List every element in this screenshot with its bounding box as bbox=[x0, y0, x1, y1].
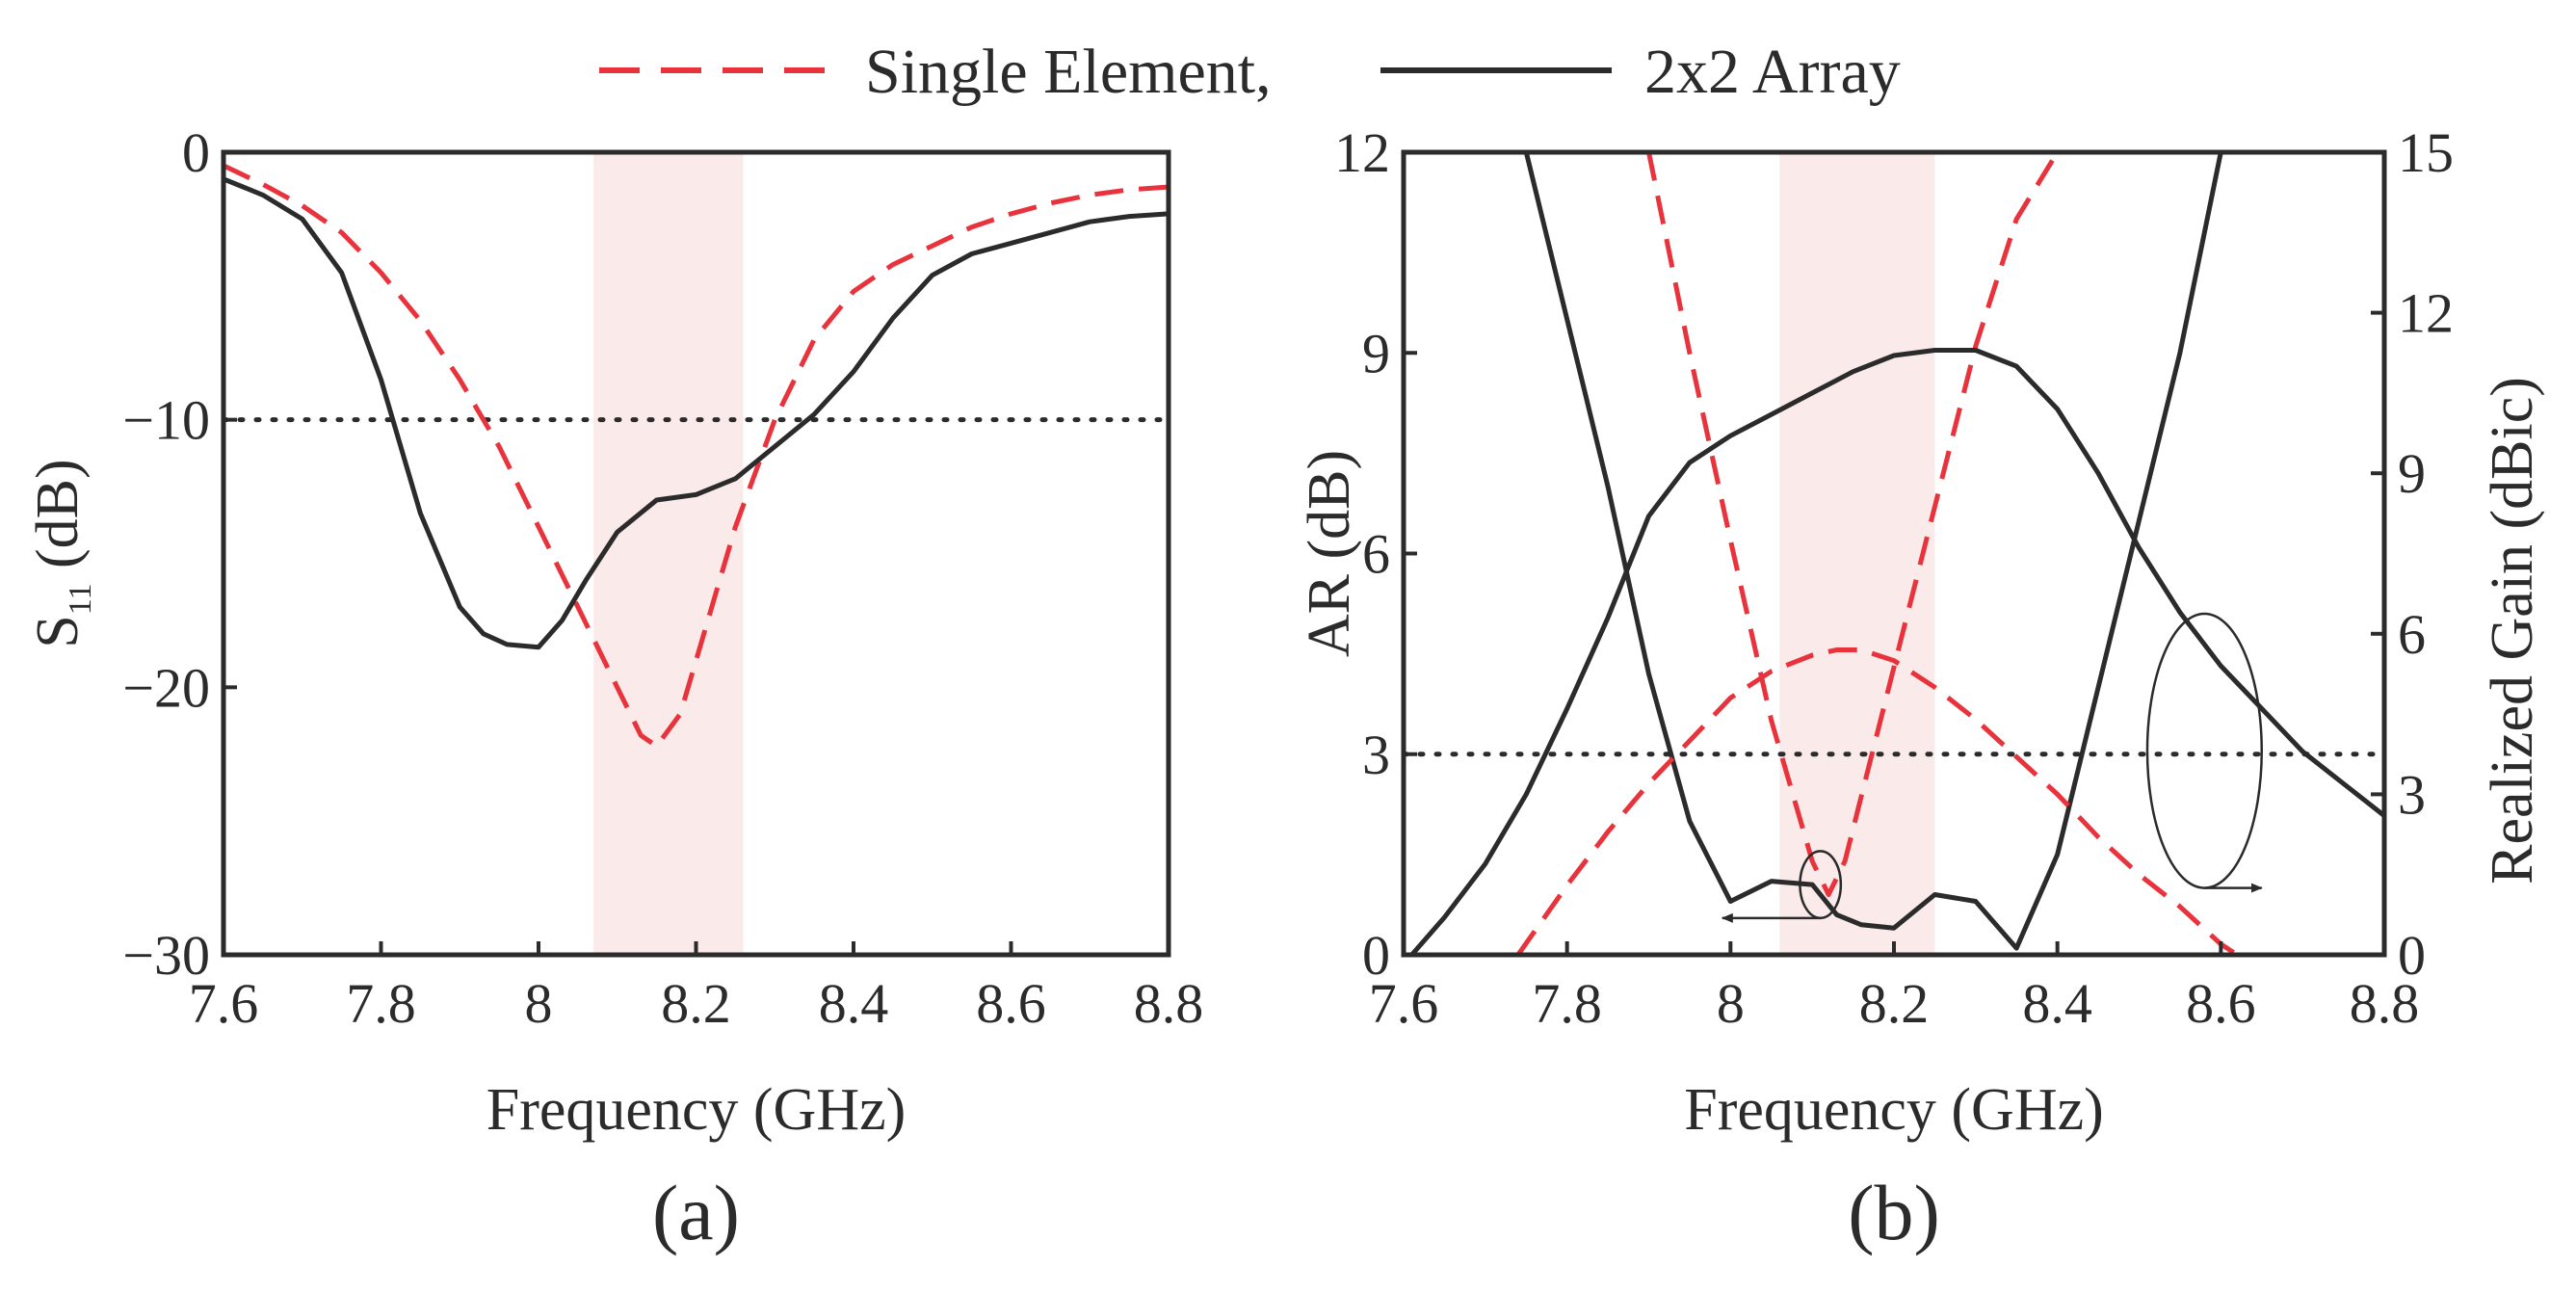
y2-tick-label: 15 bbox=[2398, 121, 2454, 184]
x-tick-label: 8.2 bbox=[1859, 972, 1930, 1035]
y2-tick-label: 6 bbox=[2398, 603, 2426, 666]
y-tick-label: 0 bbox=[1362, 924, 1390, 987]
x-tick-label: 7.6 bbox=[1369, 972, 1439, 1035]
y-axis-left-b: 0 3 6 9 12 bbox=[1334, 121, 1417, 987]
y-axis-label-a: S11 (dB) bbox=[25, 459, 98, 647]
series-single-element-ar bbox=[1646, 150, 2060, 897]
x-tick-label: 7.8 bbox=[1532, 972, 1602, 1035]
y2-tick-label: 0 bbox=[2398, 924, 2426, 987]
y-tick-label: 6 bbox=[1362, 523, 1390, 586]
series-2x2-array-gain bbox=[1409, 348, 2386, 957]
x-tick-label: 8.4 bbox=[819, 972, 889, 1035]
panel-label-a: (a) bbox=[652, 1169, 740, 1256]
x-tick-label: 7.6 bbox=[189, 972, 259, 1035]
annotation-ellipse-gain bbox=[2145, 612, 2264, 889]
x-tick-label: 7.8 bbox=[346, 972, 416, 1035]
y-tick-label: −30 bbox=[122, 924, 210, 987]
y-tick-label: 0 bbox=[182, 121, 210, 184]
panel-a-s11-chart: 7.6 7.8 8 8.2 8.4 8.6 8.8 0 −10 −20 −30 Frequency… bbox=[25, 121, 1203, 1256]
y-tick-label: 12 bbox=[1334, 121, 1390, 184]
x-tick-label: 8.2 bbox=[661, 972, 731, 1035]
y-axis-label-a-unit: (dB) bbox=[25, 459, 91, 583]
y2-tick-label: 9 bbox=[2398, 442, 2426, 505]
x-axis-b: 7.6 7.8 8 8.2 8.4 8.6 8.8 bbox=[1369, 941, 2420, 1035]
y-axis-label-b: AR (dB) bbox=[1297, 450, 1362, 657]
x-axis-a: 7.6 7.8 8 8.2 8.4 8.6 8.8 bbox=[189, 941, 1204, 1035]
series-single-element-gain bbox=[1515, 647, 2239, 958]
x-tick-label: 8 bbox=[525, 972, 553, 1035]
y-tick-label: 3 bbox=[1362, 724, 1390, 786]
legend-array-label: 2x2 Array bbox=[1644, 37, 1901, 107]
x-tick-label: 8.6 bbox=[976, 972, 1046, 1035]
panel-b-ar-gain-chart: 7.6 7.8 8 8.2 8.4 8.6 8.8 0 3 6 9 12 0 3 6 9 12 15 Freq… bbox=[1297, 121, 2545, 1256]
y-axis-label-a-main: S bbox=[25, 615, 91, 647]
x-tick-label: 8.6 bbox=[2186, 972, 2256, 1035]
x-tick-label: 8.4 bbox=[2022, 972, 2092, 1035]
y2-axis-label-b: Realized Gain (dBic) bbox=[2480, 377, 2545, 884]
panel-label-b: (b) bbox=[1848, 1169, 1940, 1256]
x-axis-label-b: Frequency (GHz) bbox=[1684, 1077, 2104, 1143]
y-tick-label: −20 bbox=[122, 656, 210, 719]
y-axis-a: 0 −10 −20 −30 bbox=[122, 121, 237, 987]
x-axis-label-a: Frequency (GHz) bbox=[486, 1077, 907, 1143]
legend-single-label: Single Element, bbox=[865, 37, 1272, 107]
y-tick-label: −10 bbox=[122, 389, 210, 452]
x-tick-label: 8.8 bbox=[1134, 972, 1204, 1035]
series-2x2-array-s11 bbox=[223, 176, 1170, 650]
y-tick-label: 9 bbox=[1362, 322, 1390, 384]
x-tick-label: 8.8 bbox=[2350, 972, 2420, 1035]
operating-band-a bbox=[593, 152, 744, 955]
legend: Single Element, 2x2 Array bbox=[599, 37, 1901, 107]
y-axis-right-b: 0 3 6 9 12 15 bbox=[2371, 121, 2454, 987]
x-tick-label: 8 bbox=[1717, 972, 1745, 1035]
operating-band-b bbox=[1779, 152, 1935, 955]
y2-tick-label: 3 bbox=[2398, 763, 2426, 826]
y2-tick-label: 12 bbox=[2398, 282, 2454, 345]
y-axis-label-a-subscript: 11 bbox=[63, 583, 98, 615]
series-2x2-array-ar bbox=[1523, 151, 2223, 951]
